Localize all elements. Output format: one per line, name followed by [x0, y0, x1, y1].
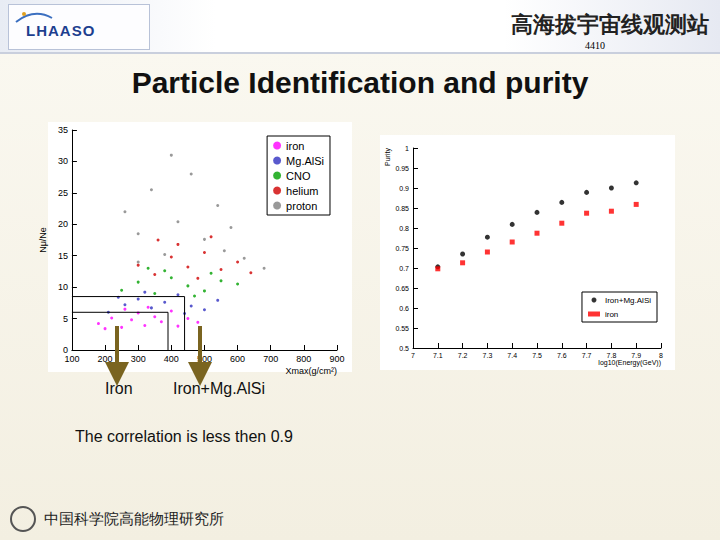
svg-text:iron: iron: [605, 310, 618, 319]
svg-text:300: 300: [131, 354, 146, 364]
html-text:The correlation is less then 0: The correlation is less then 0.9: [75, 428, 293, 445]
svg-text:7.6: 7.6: [557, 352, 567, 359]
svg-text:100: 100: [64, 354, 79, 364]
svg-text:7: 7: [411, 352, 415, 359]
svg-text:900: 900: [329, 354, 344, 364]
svg-text:7.9: 7.9: [631, 352, 641, 359]
svg-text:5: 5: [63, 314, 68, 324]
svg-text:800: 800: [296, 354, 311, 364]
svg-text:0: 0: [62, 345, 68, 355]
svg-text:400: 400: [164, 354, 179, 364]
svg-text:0.95: 0.95: [395, 165, 409, 172]
svg-text:7.7: 7.7: [582, 352, 592, 359]
svg-text:0.6: 0.6: [399, 305, 409, 312]
svg-text:600: 600: [230, 354, 245, 364]
svg-text:30: 30: [58, 156, 68, 166]
html-text:Iron: Iron: [105, 380, 133, 397]
svg-text:log10(Energy(GeV)): log10(Energy(GeV)): [598, 359, 661, 367]
svg-text:15: 15: [58, 251, 68, 261]
svg-text:Iron+Mg.AlSi: Iron+Mg.AlSi: [605, 296, 651, 305]
svg-text:0.7: 0.7: [399, 265, 409, 272]
svg-text:7.4: 7.4: [507, 352, 517, 359]
svg-text:35: 35: [58, 125, 68, 135]
svg-text:700: 700: [263, 354, 278, 364]
svg-text:0.65: 0.65: [395, 285, 409, 292]
svg-text:0.55: 0.55: [395, 325, 409, 332]
svg-text:20: 20: [58, 219, 68, 229]
svg-text:CNO: CNO: [286, 170, 311, 182]
html-text:LHAASO: LHAASO: [26, 22, 96, 39]
svg-text:Mg.AlSi: Mg.AlSi: [286, 155, 324, 167]
html-text:Iron+Mg.AlSi: Iron+Mg.AlSi: [173, 380, 265, 397]
html-text:Particle Identification and pu: Particle Identification and purity: [131, 66, 589, 99]
svg-text:0.5: 0.5: [399, 345, 409, 352]
svg-text:Nμ/Ne: Nμ/Ne: [38, 227, 48, 253]
svg-text:helium: helium: [286, 185, 318, 197]
html-text:高海拔宇宙线观测站: 高海拔宇宙线观测站: [511, 11, 709, 37]
svg-text:0.85: 0.85: [395, 205, 409, 212]
svg-text:7.1: 7.1: [433, 352, 443, 359]
html-text:中国科学院高能物理研究所: 中国科学院高能物理研究所: [44, 510, 224, 528]
svg-text:proton: proton: [286, 200, 317, 212]
svg-text:Xmax(g/cm²): Xmax(g/cm²): [286, 366, 338, 376]
svg-text:500: 500: [197, 354, 212, 364]
svg-text:200: 200: [98, 354, 113, 364]
svg-text:Purity: Purity: [384, 148, 392, 166]
svg-text:1: 1: [405, 145, 409, 152]
svg-text:8: 8: [659, 352, 663, 359]
svg-text:0.9: 0.9: [399, 185, 409, 192]
svg-text:25: 25: [58, 188, 68, 198]
svg-text:10: 10: [58, 282, 68, 292]
svg-text:7.5: 7.5: [532, 352, 542, 359]
svg-text:0.8: 0.8: [399, 225, 409, 232]
html-text:4410: 4410: [585, 40, 605, 51]
svg-text:0.75: 0.75: [395, 245, 409, 252]
svg-text:7.2: 7.2: [458, 352, 468, 359]
svg-text:iron: iron: [286, 140, 304, 152]
svg-text:7.8: 7.8: [607, 352, 617, 359]
svg-text:7.3: 7.3: [483, 352, 493, 359]
